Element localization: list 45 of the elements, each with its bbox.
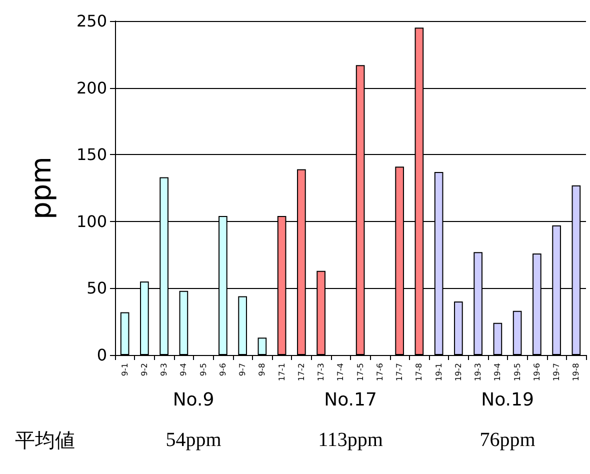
x-tick-label: 19-8 <box>572 363 581 382</box>
x-tick-label: 9-3 <box>160 363 169 376</box>
bar <box>179 290 188 355</box>
x-tick-label: 9-6 <box>218 363 228 376</box>
x-tick-label: 19-7 <box>552 363 562 382</box>
x-tick-label: 9-4 <box>179 363 188 376</box>
text: 平均値 <box>15 428 75 452</box>
x-tick-label: 9-7 <box>238 363 248 376</box>
text: No.17 <box>324 390 377 410</box>
y-axis-title: ppm <box>24 156 58 220</box>
bar <box>238 296 247 355</box>
y-tick-label: 0 <box>96 346 107 364</box>
x-tick-label: 17-3 <box>316 363 326 382</box>
x-tick-label: 19-3 <box>474 363 483 382</box>
text: No.19 <box>481 390 534 410</box>
bar <box>258 338 267 355</box>
x-tick-label: 19-1 <box>434 363 444 382</box>
x-tick-label: 17-8 <box>414 363 424 382</box>
x-tick-label: 17-4 <box>336 363 346 382</box>
bar <box>512 310 522 355</box>
x-tick-label: 17-6 <box>375 363 384 382</box>
x-tick-label: 9-2 <box>140 363 149 376</box>
x-tick-label: 19-6 <box>532 363 542 382</box>
x-tick-label: 19-5 <box>512 363 522 382</box>
x-tick-label: 19-2 <box>454 363 463 382</box>
y-tick-label: 200 <box>76 78 107 98</box>
x-tick-label: 17-5 <box>356 363 365 382</box>
bar <box>454 302 463 355</box>
x-tick-label: 17-2 <box>296 363 306 382</box>
x-tick-label: 9-8 <box>258 363 267 376</box>
text: 76ppm <box>480 429 536 451</box>
y-tick-label: 150 <box>76 145 107 164</box>
y-tick-label: 250 <box>76 12 107 30</box>
x-tick-label: 9-1 <box>120 363 130 376</box>
text: No.9 <box>172 390 214 410</box>
x-tick-label: 17-1 <box>277 363 286 382</box>
bar <box>493 322 502 355</box>
bar <box>120 312 130 355</box>
x-tick-label: 9-5 <box>198 363 208 376</box>
text: 113ppm <box>318 429 384 451</box>
y-tick-label: 50 <box>86 278 107 298</box>
text: 54ppm <box>166 429 222 451</box>
x-tick-label: 19-4 <box>493 363 502 382</box>
y-tick-label: 100 <box>76 212 107 231</box>
x-tick-label: 17-7 <box>395 363 404 382</box>
